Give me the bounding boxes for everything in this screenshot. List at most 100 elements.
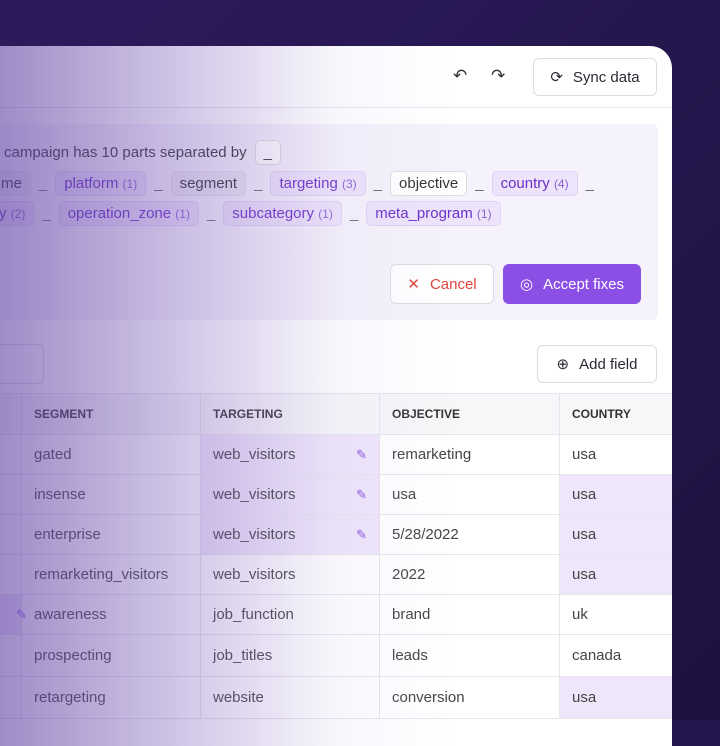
chip-label: country: [500, 175, 550, 192]
cell: [0, 475, 22, 514]
cell-text: gated: [34, 446, 72, 463]
table-cell[interactable]: retargeting: [22, 677, 201, 718]
table-cell[interactable]: awareness: [22, 595, 201, 634]
table-cell[interactable]: usa: [560, 475, 672, 514]
part-chip[interactable]: objective: [390, 171, 468, 196]
accept-label: Accept fixes: [543, 275, 624, 293]
table-header: SEGMENT TARGETING OBJECTIVE COUNTRY: [0, 393, 672, 435]
cell-text: 2022: [392, 566, 426, 583]
cancel-button[interactable]: ✕ Cancel: [390, 264, 494, 304]
pencil-icon[interactable]: ✎: [356, 486, 367, 502]
add-field-label: Add field: [579, 355, 638, 373]
column-header[interactable]: OBJECTIVE: [380, 394, 560, 434]
table-cell[interactable]: web_visitors: [201, 555, 380, 594]
cell-text: brand: [392, 606, 431, 623]
sync-icon: ⟳: [550, 69, 563, 86]
chip-count: (2): [10, 207, 26, 221]
table-row: remarketing_visitors web_visitors 2022 usa: [0, 555, 672, 595]
cell-text: usa: [572, 486, 597, 503]
table-cell[interactable]: usa: [560, 435, 672, 474]
table-cell[interactable]: usa: [560, 555, 672, 594]
part-chip[interactable]: segment: [170, 171, 247, 196]
cell-text: usa: [572, 526, 597, 543]
table-cell[interactable]: canada: [560, 635, 672, 676]
separator: _: [349, 205, 359, 222]
cell-text: enterprise: [34, 526, 101, 543]
cell-text: usa: [572, 566, 597, 583]
cell-text: retargeting: [34, 689, 106, 706]
table-cell[interactable]: remarketing_visitors: [22, 555, 201, 594]
redo-icon[interactable]: ↷: [491, 66, 506, 85]
chip-label: objective: [399, 175, 459, 192]
part-chip[interactable]: meta_program (1): [366, 201, 501, 226]
part-chip[interactable]: targeting (3): [270, 171, 366, 196]
table-cell[interactable]: prospecting: [22, 635, 201, 676]
cell-text: usa: [392, 486, 417, 503]
table-cell[interactable]: leads: [380, 635, 560, 676]
table-cell[interactable]: web_visitors ✎: [201, 475, 380, 514]
table-row: ✎ awareness job_function brand uk: [0, 595, 672, 635]
table-cell[interactable]: job_titles: [201, 635, 380, 676]
cell: [0, 515, 22, 554]
cell-text: 5/28/2022: [392, 526, 459, 543]
cell-text: web_visitors: [213, 566, 296, 583]
cancel-label: Cancel: [429, 275, 477, 293]
separator: _: [206, 205, 216, 222]
chip-count: (1): [175, 207, 190, 221]
table-cell[interactable]: enterprise: [22, 515, 201, 554]
table-cell[interactable]: brand: [380, 595, 560, 634]
chip-label: subcategory: [232, 205, 315, 222]
part-chip[interactable]: operation_zone (1): [58, 201, 199, 226]
sync-data-button[interactable]: ⟳ Sync data: [533, 58, 657, 96]
add-field-button[interactable]: ⊕ Add field: [537, 345, 657, 383]
cell-text: insense: [34, 486, 86, 503]
table-cell[interactable]: uk: [560, 595, 672, 634]
table-cell[interactable]: job_function: [201, 595, 380, 634]
cell-text: prospecting: [34, 647, 112, 664]
table-cell[interactable]: usa: [380, 475, 560, 514]
cell-text: job_function: [213, 606, 294, 623]
part-chip[interactable]: me: [0, 171, 31, 196]
column-header[interactable]: COUNTRY: [572, 407, 631, 421]
separator: _: [373, 175, 383, 192]
cell-text: usa: [572, 689, 597, 706]
table-cell[interactable]: web_visitors ✎: [201, 435, 380, 474]
part-chip[interactable]: y (2): [0, 201, 35, 226]
undo-icon[interactable]: ↶: [453, 66, 468, 85]
table-cell[interactable]: website: [201, 677, 380, 718]
table-row: gated web_visitors ✎ remarketing usa: [0, 435, 672, 475]
chip-label: segment: [179, 175, 238, 192]
separator: _: [585, 175, 594, 192]
accept-fixes-button[interactable]: ◎ Accept fixes: [503, 264, 641, 304]
separator: _: [38, 175, 48, 192]
cell: ✎: [0, 595, 27, 634]
table-row: enterprise web_visitors ✎ 5/28/2022 usa: [0, 515, 672, 555]
cell-text: usa: [572, 446, 597, 463]
table-cell[interactable]: 2022: [380, 555, 560, 594]
part-chip[interactable]: platform (1): [55, 171, 147, 196]
separator-chip[interactable]: _: [254, 140, 281, 165]
table-cell[interactable]: usa: [560, 515, 672, 554]
table-cell[interactable]: usa: [560, 677, 672, 718]
column-header[interactable]: SEGMENT: [22, 394, 201, 434]
header: ↶ ↷ ⟳ Sync data: [0, 46, 672, 108]
separator: _: [154, 175, 163, 192]
check-circle-icon: ◎: [520, 276, 534, 293]
table-cell[interactable]: conversion: [380, 677, 560, 718]
table-cell[interactable]: web_visitors ✎: [201, 515, 380, 554]
part-chip[interactable]: subcategory (1): [223, 201, 342, 226]
part-chip[interactable]: country (4): [491, 171, 578, 196]
cell-text: job_titles: [213, 647, 273, 664]
pencil-icon[interactable]: ✎: [356, 526, 367, 542]
cell: [0, 435, 22, 474]
pencil-icon[interactable]: ✎: [356, 446, 367, 462]
table-row: retargeting website conversion usa: [0, 677, 672, 719]
table-cell[interactable]: insense: [22, 475, 201, 514]
table-cell[interactable]: gated: [22, 435, 201, 474]
cell: [0, 555, 22, 594]
column-header[interactable]: TARGETING: [201, 394, 380, 434]
summary-line: campaign has 10 parts separated by _: [4, 140, 281, 165]
search-input[interactable]: [0, 344, 44, 384]
table-cell[interactable]: remarketing: [380, 435, 560, 474]
table-cell[interactable]: 5/28/2022: [380, 515, 560, 554]
